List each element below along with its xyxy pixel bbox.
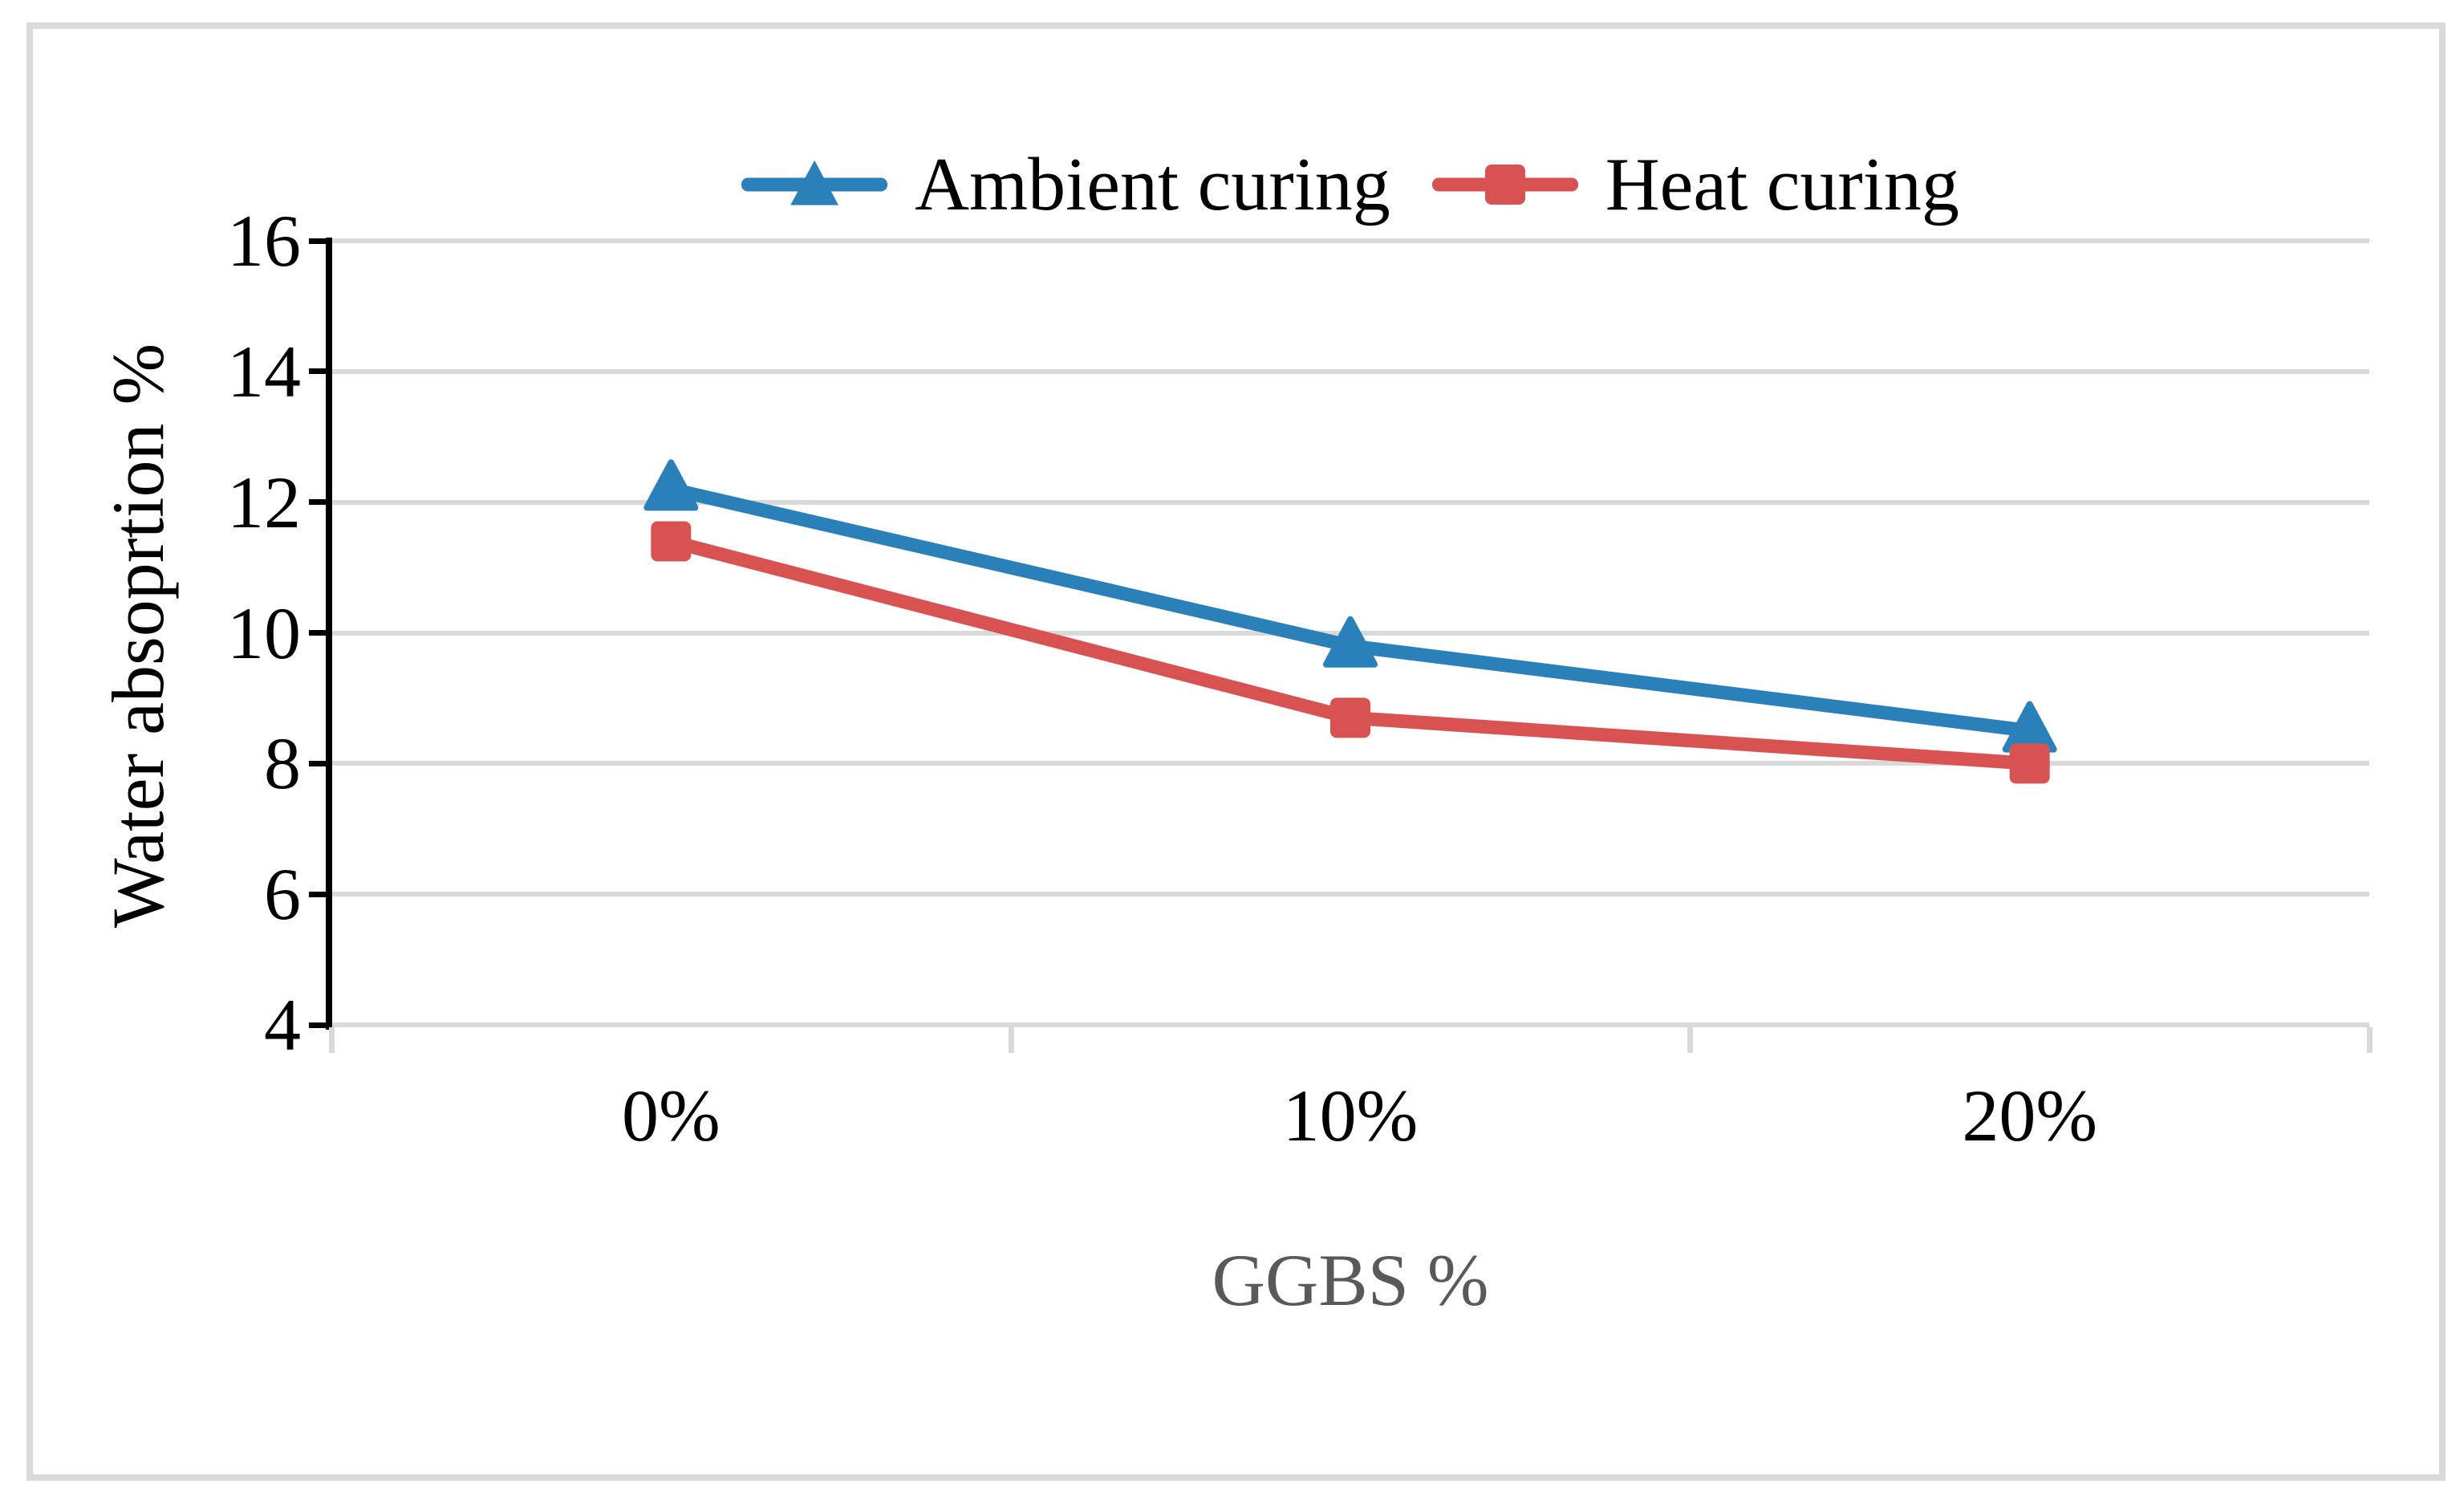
legend-label-heat-curing: Heat curing	[1605, 143, 1959, 226]
square-marker-icon	[1484, 165, 1525, 205]
x-axis-tick	[2367, 1027, 2373, 1053]
y-axis-tick	[309, 630, 331, 636]
y-tick-label: 12	[227, 461, 301, 543]
gridline-y-14	[331, 368, 2369, 374]
heat-curing-square-marker	[651, 521, 692, 562]
gridline-y-6	[331, 892, 2369, 897]
heat-curing-square-marker	[2009, 743, 2050, 784]
x-axis-tick	[1008, 1027, 1014, 1053]
x-axis-title: GGBS %	[1212, 1239, 1489, 1321]
legend-item-ambient-curing: Ambient curing	[741, 147, 1390, 222]
y-axis-tick	[309, 499, 331, 506]
x-tick-label: 10%	[1282, 1075, 1419, 1157]
x-tick-label: 20%	[1962, 1075, 2097, 1157]
x-tick-label: 0%	[622, 1075, 721, 1157]
ambient-curing-triangle-marker	[643, 459, 699, 511]
ambient-curing-line	[664, 482, 2037, 738]
y-axis-tick	[309, 238, 331, 244]
line-with-square-marker-icon	[1431, 148, 1578, 221]
y-tick-label: 8	[264, 722, 301, 805]
y-tick-label: 4	[264, 984, 301, 1066]
gridline-y-16	[331, 238, 2369, 243]
ambient-curing-triangle-marker	[1323, 616, 1378, 668]
y-axis-tick	[309, 1022, 331, 1028]
gridline-y-8	[331, 761, 2369, 766]
y-tick-label: 14	[227, 330, 301, 413]
legend: Ambient curing Heat curing	[331, 128, 2369, 241]
legend-item-heat-curing: Heat curing	[1431, 143, 1959, 226]
x-axis-line	[331, 1022, 2369, 1027]
gridline-y-12	[331, 499, 2369, 505]
y-axis-tick	[309, 891, 331, 897]
y-tick-label: 16	[227, 200, 301, 282]
series-layer	[643, 459, 2057, 784]
y-tick-label: 6	[264, 853, 301, 936]
y-tick-label: 10	[227, 591, 301, 674]
y-axis-tick	[309, 368, 331, 375]
line-with-triangle-marker-icon	[741, 148, 888, 221]
x-axis-tick	[1687, 1027, 1694, 1053]
x-axis-tick	[329, 1027, 335, 1053]
legend-label-ambient-curing: Ambient curing	[915, 143, 1390, 226]
heat-curing-square-marker	[1330, 697, 1370, 738]
y-axis-tick	[309, 760, 331, 766]
y-axis-line	[326, 238, 332, 1030]
figure-border	[26, 22, 2446, 1481]
